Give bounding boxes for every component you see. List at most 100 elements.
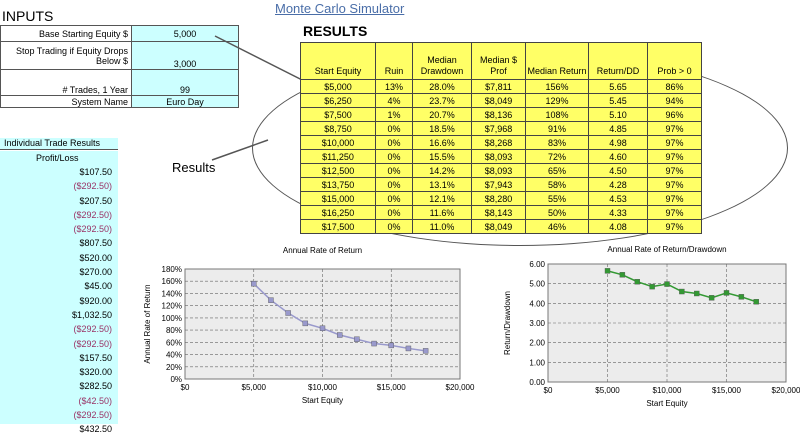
inputs-table: Base Starting Equity $ 5,000 Stop Tradin…	[0, 25, 239, 108]
cell-median-return: 46%	[525, 219, 589, 234]
cell-prob: 97%	[647, 191, 702, 206]
input-starting-equity[interactable]: 5,000	[131, 25, 239, 42]
cell-median-return: 50%	[525, 205, 589, 220]
cell-return-dd: 4.08	[588, 219, 648, 234]
col-start-equity: Start Equity	[300, 42, 376, 80]
x-tick-label: $15,000	[712, 386, 741, 395]
y-tick-label: 1.00	[529, 358, 545, 367]
data-point	[319, 325, 326, 331]
cell-start-equity: $12,500	[300, 163, 376, 178]
input-label-trades: # Trades, 1 Year	[0, 69, 132, 96]
data-point	[268, 297, 274, 303]
y-tick-label: 140%	[162, 289, 182, 298]
data-point	[371, 340, 377, 347]
trade-value: ($292.50)	[73, 338, 112, 349]
cell-return-dd: 5.45	[588, 93, 648, 108]
results-table: Start Equity Ruin Median Drawdown Median…	[300, 42, 702, 234]
trade-value: $807.50	[79, 238, 112, 249]
trade-value: $270.00	[79, 267, 112, 278]
data-point	[634, 279, 640, 285]
input-stop-equity[interactable]: 3,000	[131, 41, 239, 70]
x-tick-label: $20,000	[446, 383, 475, 392]
y-axis-label: Return/Drawdown	[503, 291, 512, 355]
x-tick-label: $15,000	[377, 383, 406, 392]
cell-median-return: 108%	[525, 107, 589, 122]
data-point	[302, 320, 309, 327]
cell-return-dd: 4.53	[588, 191, 648, 206]
trade-value: ($292.50)	[73, 324, 112, 335]
data-point	[388, 342, 394, 349]
cell-prob: 97%	[647, 121, 702, 136]
trade-value: $432.50	[79, 424, 112, 435]
cell-prob: 94%	[647, 93, 702, 108]
cell-start-equity: $17,500	[300, 219, 376, 234]
y-tick-label: 60%	[166, 338, 182, 347]
input-trades[interactable]: 99	[131, 69, 239, 96]
col-ruin: Ruin	[375, 42, 413, 80]
cell-median-drawdown: 23.7%	[412, 93, 472, 108]
trades-list: Profit/Loss $107.50 ($292.50) $207.50 ($292…	[0, 151, 118, 434]
cell-median-prof: $7,943	[471, 177, 526, 192]
col-prob: Prob > 0	[647, 42, 702, 80]
y-tick-label: 0.00	[529, 378, 545, 387]
data-point	[649, 283, 655, 290]
trades-subheading: Profit/Loss	[36, 153, 79, 163]
cell-median-prof: $7,968	[471, 121, 526, 136]
y-tick-label: 5.00	[529, 280, 545, 289]
cell-median-drawdown: 13.1%	[412, 177, 472, 192]
results-row: $12,500 0% 14.2% $8,093 65% 4.50 97%	[300, 163, 702, 178]
results-row: $17,500 0% 11.0% $8,049 46% 4.08 97%	[300, 219, 702, 234]
cell-median-drawdown: 28.0%	[412, 79, 472, 94]
trade-value: $107.50	[79, 167, 112, 177]
cell-start-equity: $5,000	[300, 79, 376, 94]
chart-title: Annual Rate of Return/Drawdown	[607, 245, 726, 254]
y-tick-label: 2.00	[529, 339, 545, 348]
cell-return-dd: 5.65	[588, 79, 648, 94]
cell-median-prof: $8,093	[471, 163, 526, 178]
cell-median-return: 83%	[525, 135, 589, 150]
cell-return-dd: 5.10	[588, 107, 648, 122]
data-point	[708, 295, 715, 301]
cell-median-return: 65%	[525, 163, 589, 178]
cell-prob: 96%	[647, 107, 702, 122]
results-heading: RESULTS	[303, 23, 368, 39]
x-tick-label: $20,000	[772, 386, 800, 395]
cell-ruin: 0%	[375, 121, 413, 136]
cell-start-equity: $8,750	[300, 121, 376, 136]
input-system-name[interactable]: Euro Day	[131, 95, 239, 108]
cell-median-return: 72%	[525, 149, 589, 164]
data-point	[619, 272, 626, 278]
input-label-stop-equity: Stop Trading if Equity Drops Below $	[0, 41, 132, 70]
x-tick-label: $10,000	[653, 386, 682, 395]
cell-start-equity: $7,500	[300, 107, 376, 122]
trade-value: $320.00	[79, 367, 112, 378]
results-row: $16,250 0% 11.6% $8,143 50% 4.33 97%	[300, 205, 702, 220]
cell-median-return: 55%	[525, 191, 589, 206]
results-row: $13,750 0% 13.1% $7,943 58% 4.28 97%	[300, 177, 702, 192]
col-return-dd: Return/DD	[588, 42, 648, 80]
y-tick-label: 40%	[166, 351, 182, 360]
cell-ruin: 13%	[375, 79, 413, 94]
trade-value: ($42.50)	[78, 395, 112, 406]
x-tick-label: $0	[181, 383, 190, 392]
x-tick-label: $10,000	[308, 383, 337, 392]
cell-prob: 97%	[647, 205, 702, 220]
data-point	[285, 310, 291, 316]
x-tick-label: $0	[544, 386, 553, 395]
trade-value: $920.00	[79, 295, 112, 306]
chart-title: Annual Rate of Return	[283, 246, 362, 255]
cell-median-return: 129%	[525, 93, 589, 108]
y-tick-label: 180%	[162, 265, 182, 274]
data-point	[664, 281, 670, 287]
data-point	[753, 299, 759, 305]
cell-ruin: 1%	[375, 107, 413, 122]
trade-value: $207.50	[79, 195, 112, 206]
data-point	[604, 268, 611, 274]
trade-value: ($292.50)	[73, 181, 112, 192]
results-row: $11,250 0% 15.5% $8,093 72% 4.60 97%	[300, 149, 702, 164]
results-callout-label: Results	[172, 160, 216, 175]
data-point	[336, 332, 343, 338]
page-title: Monte Carlo Simulator	[275, 1, 405, 16]
cell-ruin: 0%	[375, 149, 413, 164]
data-point	[679, 288, 685, 295]
